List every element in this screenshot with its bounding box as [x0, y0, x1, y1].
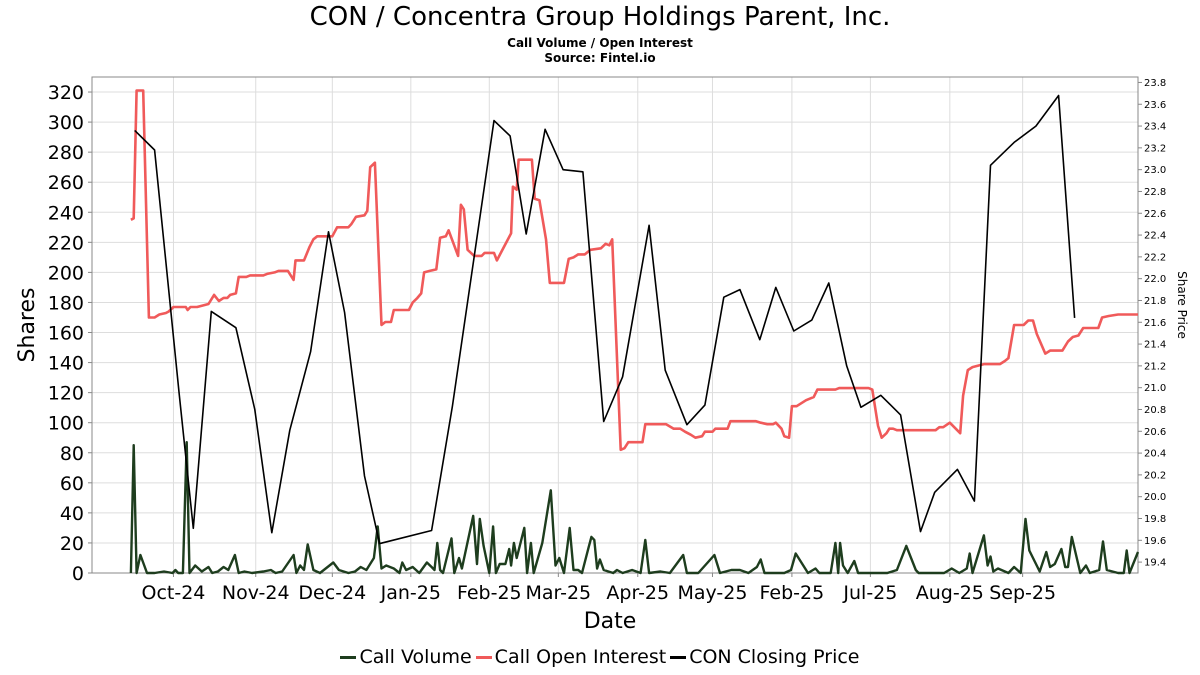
y-axis-label: Shares	[15, 288, 40, 363]
y-right-tick-label: 22.4	[1144, 231, 1166, 242]
y-right-tick-label: 23.8	[1144, 78, 1166, 89]
y-right-tick-label: 20.4	[1144, 449, 1166, 460]
y-tick-label: 200	[48, 262, 84, 284]
legend-swatch-call-open-interest	[475, 655, 492, 659]
y-right-tick-label: 21.6	[1144, 318, 1166, 329]
x-axis-label: Date	[584, 609, 637, 634]
y-right-tick-label: 22.2	[1144, 252, 1166, 263]
x-tick-label: Mar-25	[525, 582, 591, 604]
legend-label-call-open-interest: Call Open Interest	[494, 646, 667, 668]
x-tick-label: Feb-25	[457, 582, 522, 604]
y-right-tick-label: 19.8	[1144, 514, 1166, 525]
y-tick-label: 140	[48, 353, 84, 375]
x-tick-label: Dec-24	[298, 582, 366, 604]
y-tick-label: 180	[48, 292, 84, 314]
y-right-tick-label: 20.8	[1144, 405, 1166, 416]
x-tick-label: May-25	[677, 582, 747, 604]
legend-item-call-open-interest: Call Open Interest	[475, 646, 667, 668]
y-tick-label: 320	[48, 82, 84, 104]
x-tick-label: Jan-25	[380, 582, 441, 604]
legend-label-closing-price: CON Closing Price	[689, 646, 860, 668]
legend-swatch-call-volume	[340, 655, 357, 659]
y-tick-label: 260	[48, 172, 84, 194]
x-tick-label: Feb-25	[760, 582, 825, 604]
y-right-tick-label: 23.6	[1144, 100, 1166, 111]
y-tick-label: 100	[48, 413, 84, 435]
y-right-tick-label: 21.8	[1144, 296, 1166, 307]
y-right-tick-label: 23.0	[1144, 165, 1166, 176]
y-tick-label: 0	[72, 563, 84, 585]
x-tick-label: Aug-25	[916, 582, 984, 604]
chart-subtitle: Call Volume / Open Interest	[507, 36, 693, 50]
y-tick-label: 40	[60, 503, 84, 525]
y-right-tick-label: 22.8	[1144, 187, 1166, 198]
chart-area: 0 20 40 60 80 100 120 140 160 180 200 220 240 260 280 3…	[15, 76, 1189, 634]
y-tick-label: 220	[48, 232, 84, 254]
legend-item-closing-price: CON Closing Price	[670, 646, 860, 668]
y-tick-label: 280	[48, 142, 84, 164]
y-right-tick-label: 23.2	[1144, 143, 1166, 154]
x-tick-label: Sep-25	[989, 582, 1056, 604]
chart-source: Source: Fintel.io	[544, 51, 656, 65]
y-right-tick-label: 20.2	[1144, 470, 1166, 481]
legend: Call Volume Call Open Interest CON Closi…	[0, 646, 1200, 668]
y-right-tick-label: 23.4	[1144, 122, 1166, 133]
y-right-tick-label: 20.6	[1144, 427, 1166, 438]
y-right-tick-label: 22.0	[1144, 274, 1166, 285]
legend-label-call-volume: Call Volume	[359, 646, 472, 668]
x-tick-label: Oct-24	[142, 582, 206, 604]
y-tick-label: 300	[48, 112, 84, 134]
x-tick-label: Jul-25	[842, 582, 897, 604]
x-tick-label: Apr-25	[606, 582, 669, 604]
grid-lines	[92, 77, 1138, 574]
axis-ticks: 0 20 40 60 80 100 120 140 160 180 200 220 240 260 280 3…	[48, 78, 1167, 604]
y-right-tick-label: 22.6	[1144, 209, 1166, 220]
y-right-tick-label: 19.4	[1144, 558, 1166, 569]
y-right-tick-label: 21.2	[1144, 361, 1166, 372]
series-line-call-open-interest	[130, 89, 1138, 452]
y-tick-label: 80	[60, 443, 84, 465]
legend-item-call-volume: Call Volume	[340, 646, 472, 668]
y-tick-label: 240	[48, 202, 84, 224]
y-right-tick-label: 21.4	[1144, 340, 1166, 351]
y-tick-label: 120	[48, 383, 84, 405]
y-tick-label: 20	[60, 533, 84, 555]
legend-swatch-closing-price	[670, 655, 687, 659]
y-right-tick-label: 21.0	[1144, 383, 1166, 394]
y-axis-right-label: Share Price	[1175, 271, 1189, 339]
series-line-con-closing-price	[134, 94, 1076, 545]
series-line-call-volume	[129, 441, 1140, 575]
chart-title: CON / Concentra Group Holdings Parent, I…	[309, 2, 891, 32]
series-lines	[129, 89, 1140, 575]
y-tick-label: 160	[48, 323, 84, 345]
y-right-tick-label: 20.0	[1144, 492, 1166, 503]
x-tick-label: Nov-24	[222, 582, 290, 604]
y-tick-label: 60	[60, 473, 84, 495]
y-right-tick-label: 19.6	[1144, 536, 1166, 547]
